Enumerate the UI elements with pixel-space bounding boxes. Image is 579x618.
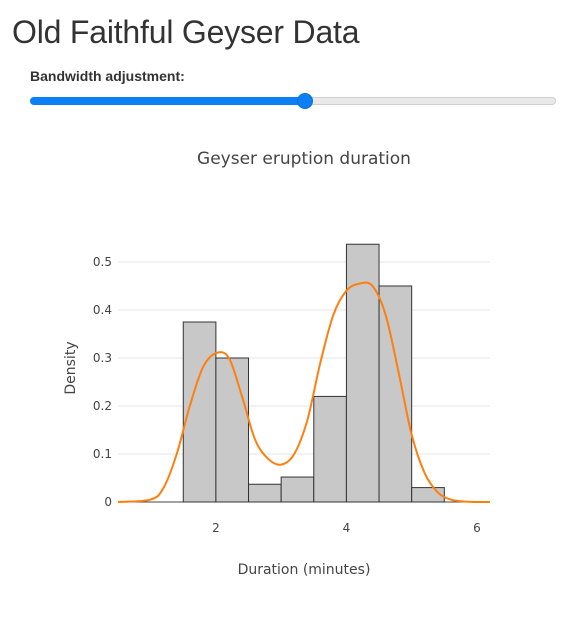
slider-fill [30,97,304,105]
x-axis-title: Duration (minutes) [238,562,371,578]
density-chart: Geyser eruption duration 0 0.1 0.2 0.3 0.4 0.… [63,149,491,578]
histogram-bar [378,285,413,503]
y-tick-label: 0.5 [93,255,112,269]
density-curve [117,281,491,504]
page-title: Old Faithful Geyser Data [12,14,360,50]
bandwidth-slider[interactable] [30,93,556,109]
y-axis-ticks: 0 0.1 0.2 0.3 0.4 0.5 [93,255,112,509]
x-tick-label: 2 [212,521,220,535]
y-axis-title: Density [63,341,79,394]
histogram-bar [313,395,347,503]
y-tick-label: 0.3 [93,351,112,365]
x-tick-label: 6 [473,521,481,535]
histogram-bar [248,483,282,503]
y-tick-label: 0.1 [93,447,112,461]
y-tick-label: 0.2 [93,399,112,413]
histogram-bar [215,357,250,503]
grid-lines [118,261,490,503]
histogram-bar [280,476,315,503]
x-axis-ticks: 2 4 6 [212,521,481,535]
bandwidth-label: Bandwidth adjustment: [30,68,185,84]
x-tick-label: 4 [343,521,351,535]
y-tick-label: 0.4 [93,303,112,317]
chart-title: Geyser eruption duration [197,149,411,169]
histogram-bars [182,243,445,503]
slider-thumb[interactable] [296,93,313,109]
density-curve-layer [117,281,491,504]
y-tick-label: 0 [104,495,112,509]
